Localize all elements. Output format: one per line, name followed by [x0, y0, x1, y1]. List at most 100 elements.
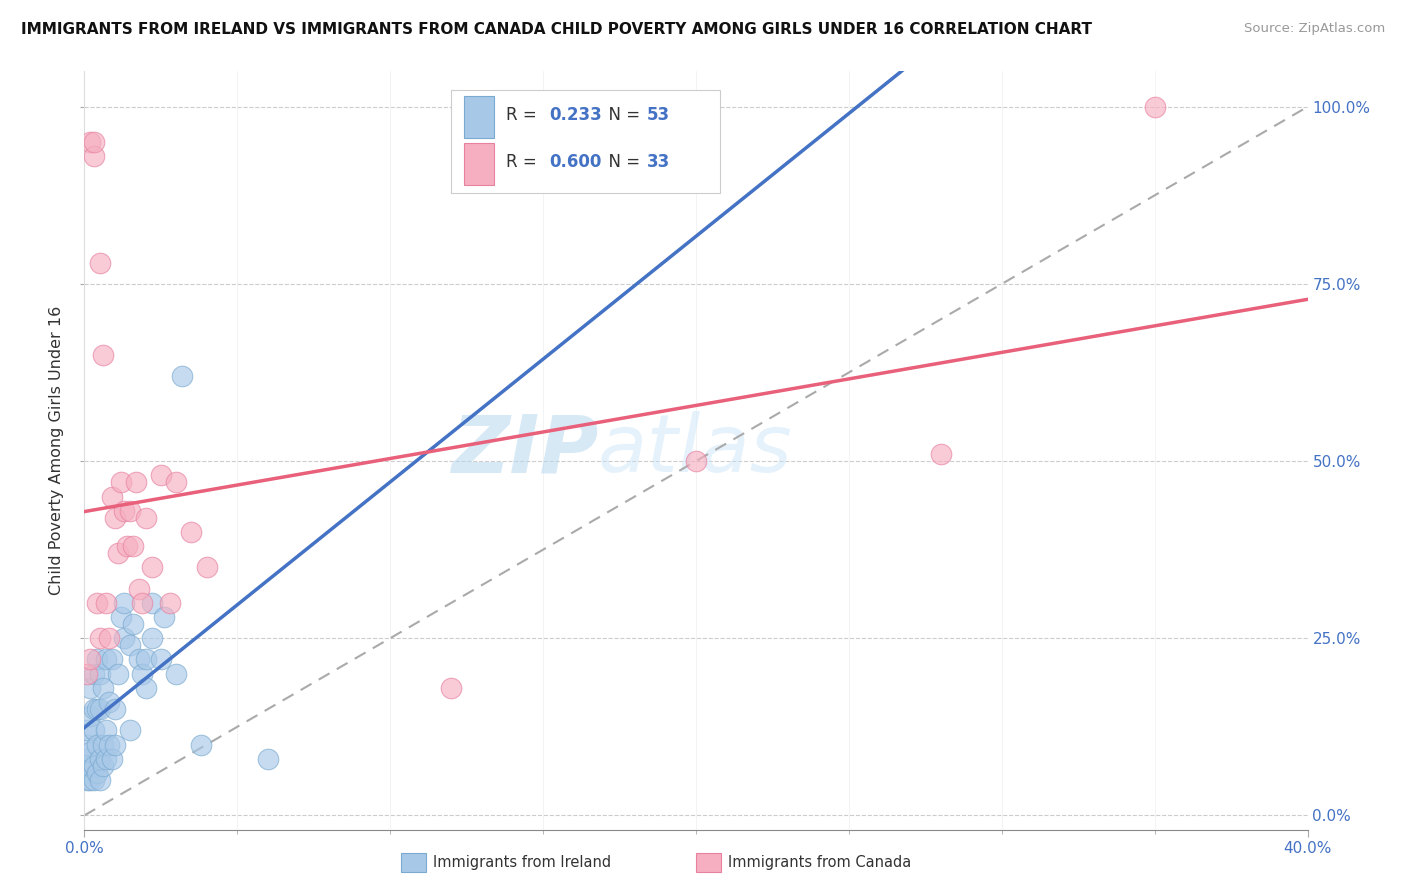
Point: [94, 752, 117, 766]
Point: [97, 695, 120, 709]
Point: [83, 759, 105, 773]
Point: [79, 709, 101, 723]
Text: IMMIGRANTS FROM IRELAND VS IMMIGRANTS FROM CANADA CHILD POVERTY AMONG GIRLS UNDE: IMMIGRANTS FROM IRELAND VS IMMIGRANTS FR…: [21, 22, 1092, 37]
Point: [115, 539, 138, 553]
Point: [122, 539, 145, 553]
Point: [1143, 100, 1166, 114]
Point: [135, 510, 157, 524]
Point: [120, 504, 142, 518]
Point: [104, 738, 127, 752]
Point: [112, 632, 135, 646]
Point: [91, 759, 114, 773]
Point: [165, 475, 187, 490]
Point: [141, 596, 163, 610]
Point: [86, 596, 108, 610]
Text: Immigrants from Ireland: Immigrants from Ireland: [433, 855, 612, 870]
Point: [76, 752, 98, 766]
Point: [97, 632, 120, 646]
Point: [91, 738, 114, 752]
Point: [83, 135, 105, 149]
Point: [440, 681, 463, 695]
Point: [91, 681, 114, 695]
Point: [929, 447, 952, 461]
Point: [89, 632, 111, 646]
Point: [76, 772, 98, 787]
Point: [195, 560, 218, 574]
Point: [159, 596, 181, 610]
Point: [79, 135, 101, 149]
Text: R =: R =: [506, 106, 543, 124]
Point: [83, 772, 105, 787]
Text: R =: R =: [506, 153, 543, 171]
Point: [97, 738, 120, 752]
Text: 33: 33: [647, 153, 671, 171]
Point: [76, 723, 98, 738]
Point: [86, 702, 108, 716]
Point: [79, 772, 101, 787]
Point: [141, 632, 163, 646]
Point: [128, 652, 150, 666]
Point: [153, 610, 176, 624]
Point: [685, 454, 707, 468]
Point: [76, 666, 98, 681]
Point: [172, 369, 194, 384]
Point: [110, 475, 132, 490]
Point: [91, 348, 114, 362]
Point: [94, 652, 117, 666]
Point: [104, 702, 127, 716]
Point: [180, 524, 202, 539]
Point: [149, 652, 172, 666]
Point: [101, 652, 124, 666]
Text: 0.233: 0.233: [550, 106, 602, 124]
Point: [131, 666, 153, 681]
Text: N =: N =: [598, 106, 645, 124]
Point: [83, 666, 105, 681]
Point: [165, 666, 187, 681]
Point: [149, 468, 172, 483]
Point: [131, 596, 153, 610]
Point: [83, 149, 105, 163]
Point: [89, 772, 111, 787]
Text: Immigrants from Canada: Immigrants from Canada: [728, 855, 911, 870]
Point: [94, 723, 117, 738]
Point: [94, 596, 117, 610]
Point: [79, 652, 101, 666]
Point: [86, 765, 108, 780]
Text: N =: N =: [598, 153, 645, 171]
FancyBboxPatch shape: [451, 90, 720, 193]
Y-axis label: Child Poverty Among Girls Under 16: Child Poverty Among Girls Under 16: [49, 306, 65, 595]
Point: [86, 738, 108, 752]
Point: [112, 596, 135, 610]
Point: [112, 504, 135, 518]
Text: 0.600: 0.600: [550, 153, 602, 171]
Point: [107, 666, 129, 681]
Point: [190, 738, 212, 752]
Point: [120, 723, 142, 738]
Point: [135, 681, 157, 695]
Point: [79, 759, 101, 773]
Point: [107, 546, 129, 560]
Text: 53: 53: [647, 106, 671, 124]
Point: [128, 582, 150, 596]
Point: [135, 652, 157, 666]
Point: [120, 638, 142, 652]
Text: Source: ZipAtlas.com: Source: ZipAtlas.com: [1244, 22, 1385, 36]
Point: [257, 752, 280, 766]
Point: [79, 681, 101, 695]
Text: atlas: atlas: [598, 411, 793, 490]
Point: [101, 490, 124, 504]
Point: [79, 745, 101, 759]
Point: [104, 510, 127, 524]
Point: [83, 723, 105, 738]
Point: [89, 255, 111, 269]
Point: [89, 752, 111, 766]
FancyBboxPatch shape: [464, 144, 494, 186]
Point: [83, 702, 105, 716]
Point: [141, 560, 163, 574]
Point: [110, 610, 132, 624]
Point: [125, 475, 148, 490]
Point: [101, 752, 124, 766]
Point: [89, 702, 111, 716]
Point: [76, 738, 98, 752]
Text: ZIP: ZIP: [451, 411, 598, 490]
